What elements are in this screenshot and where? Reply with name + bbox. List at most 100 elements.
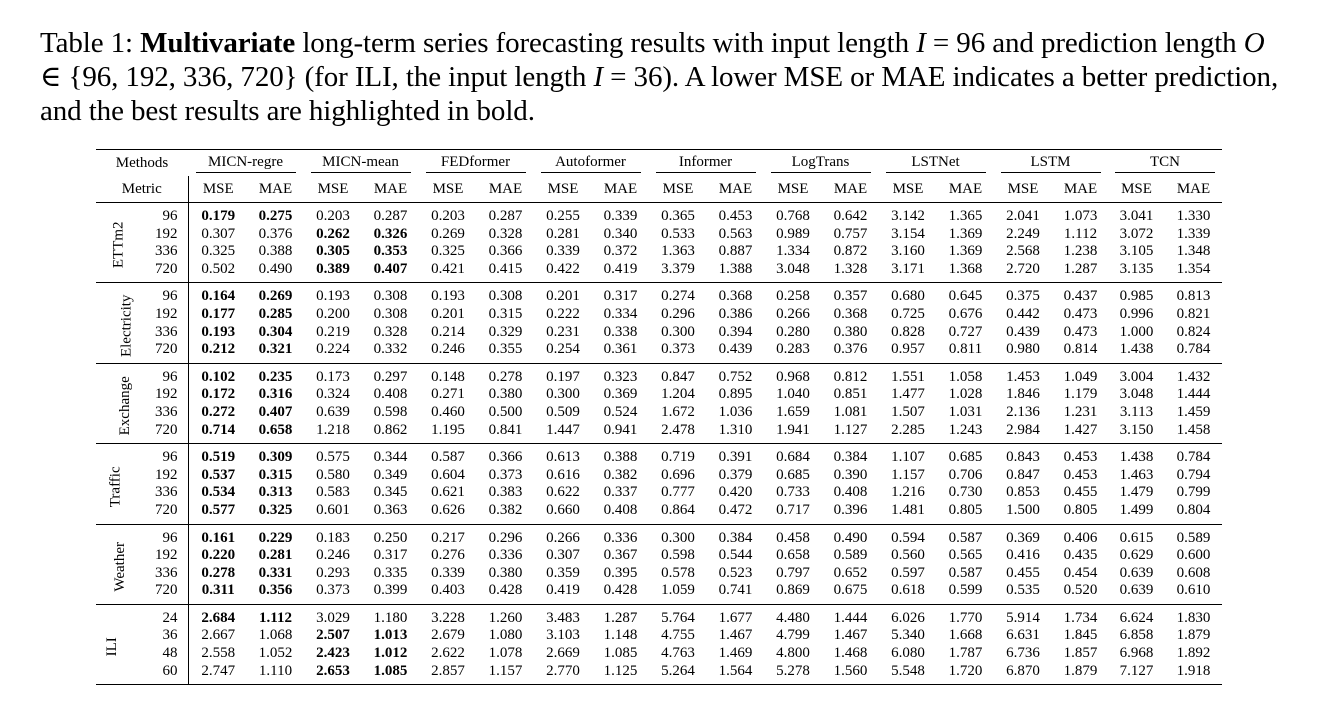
value-cell: 0.254 [546, 341, 580, 358]
value-cell: 3.160 [891, 243, 925, 260]
value-cell: 1.467 [833, 627, 868, 644]
value-cell: 1.363 [661, 243, 695, 260]
value-cell: 1.052 [258, 645, 293, 662]
value-cell: 0.887 [718, 243, 753, 260]
value-cell: 1.879 [1053, 662, 1108, 686]
value-cell: 0.652 [833, 564, 868, 581]
metric-label: MSE [1007, 180, 1039, 197]
method-header: TCN [1115, 154, 1215, 173]
caption-part2: = 96 and prediction length [925, 27, 1244, 59]
value-cell: 2.285 [891, 421, 925, 438]
value-cell: 0.583 [316, 484, 350, 501]
value-cell: 3.072 [1119, 225, 1154, 242]
value-cell: 0.594 [878, 523, 938, 548]
value-cell: 0.797 [776, 564, 810, 581]
horizon-cell: 96 [130, 282, 189, 306]
value-cell: 0.359 [546, 564, 580, 581]
value-cell: 0.164 [188, 282, 248, 306]
value-cell: 0.658 [258, 421, 293, 438]
value-cell: 1.734 [1053, 603, 1108, 628]
value-cell: 0.325 [201, 243, 236, 260]
horizon-cell: 720 [130, 421, 189, 444]
value-cell: 0.305 [316, 243, 350, 260]
value-cell: 0.366 [478, 443, 533, 467]
value-cell: 1.148 [603, 627, 638, 644]
value-cell: 0.339 [593, 201, 648, 226]
value-cell: 0.323 [593, 362, 648, 387]
table-row: 336 0.272 0.407 0.639 0.598 0.460 0.500 0.509 0.… [96, 403, 1222, 422]
value-cell: 0.799 [1176, 484, 1211, 501]
value-cell: 0.784 [1176, 341, 1211, 358]
value-cell: 1.918 [1165, 662, 1222, 686]
value-cell: 0.565 [948, 547, 983, 564]
value-cell: 0.311 [201, 582, 235, 599]
value-cell: 0.345 [373, 484, 408, 501]
value-cell: 1.339 [1176, 225, 1211, 242]
caption-part3: ∈ {96, 192, 336, 720} (for ILI, the inpu… [40, 61, 594, 93]
value-cell: 0.618 [891, 582, 925, 599]
value-cell: 4.799 [776, 627, 810, 644]
value-cell: 2.679 [431, 627, 465, 644]
horizon-cell: 60 [130, 662, 189, 686]
value-cell: 0.895 [718, 386, 753, 403]
value-cell: 0.811 [948, 341, 983, 358]
value-cell: 1.846 [1006, 386, 1040, 403]
value-cell: 0.383 [488, 484, 523, 501]
value-cell: 0.214 [431, 323, 465, 340]
value-cell: 0.563 [718, 225, 753, 242]
value-cell: 0.455 [1006, 564, 1040, 581]
value-cell: 0.379 [718, 466, 753, 483]
dataset-label: Weather [112, 541, 128, 592]
value-cell: 3.113 [1119, 403, 1154, 420]
value-cell: 0.458 [763, 523, 823, 548]
value-cell: 6.080 [891, 645, 925, 662]
value-cell: 0.287 [478, 201, 533, 226]
value-cell: 0.278 [478, 362, 533, 387]
value-cell: 0.821 [1176, 305, 1211, 322]
table-row: ETTm2 96 0.179 0.275 0.203 0.287 0.203 0.287 0.2… [96, 201, 1222, 283]
value-cell: 1.770 [938, 603, 993, 628]
value-cell: 1.463 [1119, 466, 1154, 483]
value-cell: 1.179 [1063, 386, 1098, 403]
value-cell: 0.415 [488, 260, 523, 277]
horizon-cell: 192 [130, 547, 189, 565]
value-cell: 0.523 [718, 564, 753, 581]
dataset-label: ETTm2 [110, 221, 127, 269]
value-cell: 0.714 [201, 421, 236, 438]
value-cell: 1.830 [1165, 603, 1222, 628]
value-cell: 1.260 [478, 603, 533, 628]
value-cell: 0.645 [938, 282, 993, 306]
value-cell: 5.264 [648, 662, 708, 686]
value-cell: 0.421 [431, 260, 465, 277]
value-cell: 0.717 [776, 501, 810, 518]
value-cell: 0.519 [188, 443, 248, 467]
value-cell: 0.246 [431, 341, 465, 358]
value-cell: 2.568 [1006, 243, 1040, 260]
value-cell: 1.287 [593, 603, 648, 628]
value-cell: 3.029 [303, 603, 363, 628]
method-header: MICN-mean [310, 154, 411, 173]
value-cell: 1.348 [1176, 243, 1211, 260]
value-cell: 1.369 [948, 243, 983, 260]
value-cell: 0.784 [1165, 443, 1222, 467]
value-cell: 0.853 [1006, 484, 1040, 501]
method-header: Informer [655, 154, 756, 173]
value-cell: 0.453 [1053, 443, 1108, 467]
value-cell: 0.219 [316, 323, 350, 340]
value-cell: 0.296 [661, 305, 695, 322]
value-cell: 0.812 [823, 362, 878, 387]
value-cell: 0.685 [938, 443, 993, 467]
value-cell: 3.103 [546, 627, 580, 644]
table-row: 336 0.278 0.331 0.293 0.335 0.339 0.380 0.359 0.… [96, 564, 1222, 583]
value-cell: 0.287 [363, 201, 418, 226]
value-cell: 1.287 [1063, 260, 1098, 277]
horizon-cell: 96 [130, 201, 189, 226]
value-cell: 0.193 [418, 282, 478, 306]
value-cell: 0.419 [546, 582, 580, 599]
value-cell: 0.308 [478, 282, 533, 306]
value-cell: 0.500 [488, 403, 523, 420]
value-cell: 0.439 [718, 341, 753, 358]
value-cell: 1.204 [661, 386, 695, 403]
caption-var-o: O [1243, 27, 1265, 59]
value-cell: 0.281 [546, 225, 580, 242]
